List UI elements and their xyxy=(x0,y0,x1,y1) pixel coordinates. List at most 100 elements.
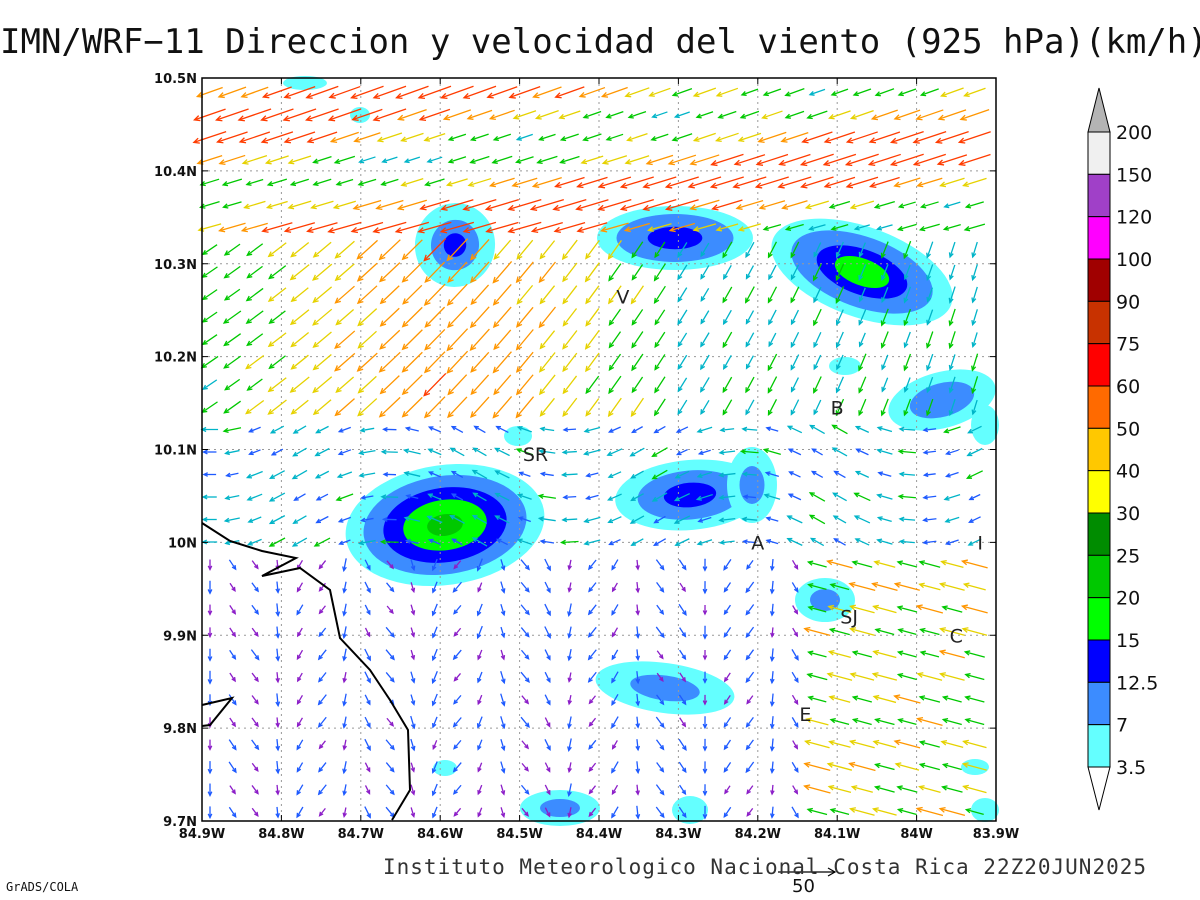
wind-arrow xyxy=(520,716,530,728)
wind-arrow xyxy=(476,558,483,572)
wind-arrow xyxy=(829,718,850,726)
wind-arrow xyxy=(745,649,755,661)
wind-arrow xyxy=(229,672,236,683)
wind-arrow xyxy=(268,537,286,547)
wind-arrow xyxy=(722,376,733,394)
wind-arrow xyxy=(854,425,870,433)
wind-arrow xyxy=(500,784,506,796)
wind-arrow xyxy=(948,398,956,417)
wind-arrow xyxy=(916,716,943,726)
wind-arrow xyxy=(401,261,423,283)
wind-arrow xyxy=(296,672,303,683)
wind-arrow xyxy=(410,671,416,684)
wind-arrow xyxy=(447,374,468,396)
wind-arrow xyxy=(575,199,609,211)
wind-arrow xyxy=(845,131,878,144)
wind-arrow xyxy=(588,582,597,593)
wind-arrow xyxy=(826,672,853,681)
wind-arrow xyxy=(893,694,921,704)
wind-arrow xyxy=(777,176,812,189)
wind-arrow xyxy=(290,287,309,303)
wind-arrow xyxy=(403,156,421,164)
wind-arrow xyxy=(912,131,947,144)
colorbar-swatch xyxy=(1087,639,1111,683)
wind-arrow xyxy=(722,265,732,280)
wind-arrow xyxy=(588,695,596,705)
wind-arrow xyxy=(305,108,339,122)
wind-arrow xyxy=(831,424,848,435)
wind-arrow xyxy=(808,224,826,231)
wind-arrow xyxy=(893,109,921,121)
wind-arrow xyxy=(671,133,693,142)
wind-arrow xyxy=(943,426,961,434)
wind-arrow xyxy=(539,426,555,432)
wind-arrow xyxy=(715,132,739,143)
wind-arrow xyxy=(654,376,666,394)
wind-arrow xyxy=(762,88,782,97)
wind-arrow xyxy=(296,694,304,705)
wind-arrow xyxy=(867,153,901,167)
wind-arrow xyxy=(812,263,822,282)
wind-arrow xyxy=(402,448,421,455)
wind-arrow xyxy=(786,537,803,546)
wind-vectors xyxy=(192,85,991,820)
wind-arrow xyxy=(494,515,510,524)
wind-arrow xyxy=(356,239,378,260)
wind-arrow xyxy=(447,261,468,284)
wind-arrow xyxy=(808,514,826,525)
wind-arrow xyxy=(342,558,347,573)
wind-arrow xyxy=(427,426,441,433)
wind-arrow xyxy=(655,716,665,729)
wind-arrow xyxy=(769,559,775,572)
colorbar-swatch xyxy=(1087,427,1111,472)
wind-arrow xyxy=(918,762,940,771)
wind-arrow xyxy=(961,762,987,771)
wind-arrow xyxy=(722,309,732,326)
wind-arrow xyxy=(873,785,895,793)
wind-arrow xyxy=(537,516,556,522)
wind-arrow xyxy=(201,494,217,500)
wind-arrow xyxy=(554,176,585,189)
wind-arrow xyxy=(473,425,486,434)
wind-arrow xyxy=(515,374,534,396)
wind-arrow xyxy=(246,378,263,391)
wind-arrow xyxy=(768,309,777,326)
wind-arrow xyxy=(851,695,872,703)
wind-arrow xyxy=(207,627,213,639)
wind-arrow xyxy=(849,604,875,614)
y-tick-label: 9.8N xyxy=(163,722,197,737)
wind-arrow xyxy=(477,694,483,706)
wind-arrow xyxy=(275,761,281,775)
wind-arrow xyxy=(922,494,937,500)
wind-arrow xyxy=(700,399,710,416)
wind-arrow xyxy=(745,739,754,751)
wind-arrow xyxy=(723,672,731,683)
wind-arrow xyxy=(538,374,556,396)
wind-arrow xyxy=(968,516,981,523)
wind-arrow xyxy=(201,266,218,278)
wind-arrow xyxy=(607,239,622,260)
wind-arrow xyxy=(745,604,755,616)
wind-arrow xyxy=(207,783,213,797)
wind-arrow xyxy=(334,398,355,417)
wind-arrow xyxy=(922,539,937,545)
wind-arrow xyxy=(918,785,941,793)
wind-arrow xyxy=(423,372,447,397)
wind-arrow xyxy=(315,493,329,501)
wind-arrow xyxy=(312,263,333,281)
wind-arrow xyxy=(828,627,850,636)
wind-arrow xyxy=(677,242,688,258)
wind-arrow xyxy=(656,694,665,706)
wind-arrow xyxy=(516,284,534,305)
colorbar-label: 30 xyxy=(1116,503,1140,525)
wind-arrow xyxy=(635,581,640,594)
wind-arrow xyxy=(520,604,530,616)
wind-arrow xyxy=(831,447,848,457)
wind-arrow xyxy=(358,472,376,478)
wind-arrow xyxy=(538,133,556,141)
wind-arrow xyxy=(939,627,965,636)
wind-arrow xyxy=(624,155,650,165)
wind-arrow xyxy=(306,131,338,144)
wind-arrow xyxy=(903,353,912,372)
wind-arrow xyxy=(296,717,303,728)
